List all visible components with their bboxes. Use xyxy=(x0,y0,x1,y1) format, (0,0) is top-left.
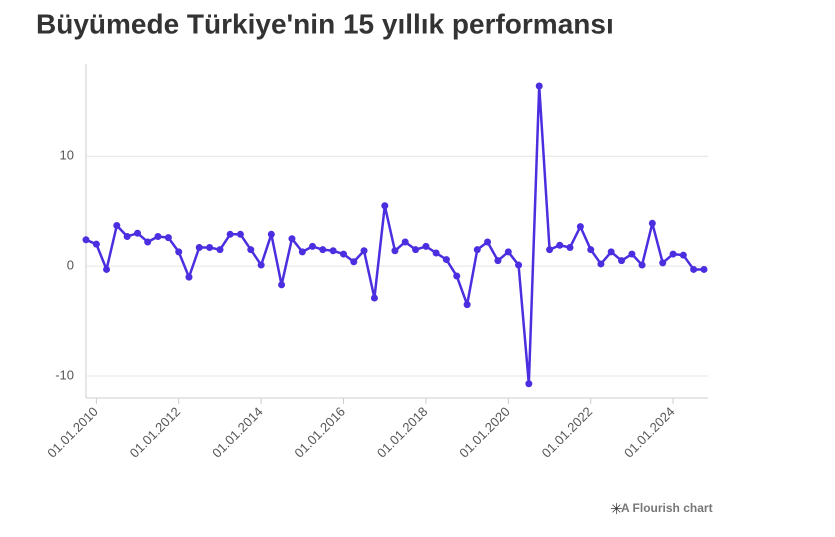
data-point xyxy=(82,236,90,244)
data-point xyxy=(381,202,389,210)
data-point xyxy=(350,258,358,266)
data-point xyxy=(236,230,244,238)
data-point xyxy=(463,301,471,309)
data-point xyxy=(690,265,698,273)
data-point xyxy=(164,234,172,242)
data-point xyxy=(607,248,615,256)
x-tick-label: 01.01.2020 xyxy=(456,404,513,461)
data-point xyxy=(546,246,554,254)
data-point xyxy=(669,250,677,258)
data-point xyxy=(298,248,306,256)
x-tick-label: 01.01.2024 xyxy=(621,404,678,461)
data-point xyxy=(175,248,183,256)
data-point xyxy=(134,229,142,237)
x-tick-label: 01.01.2012 xyxy=(127,404,184,461)
data-point xyxy=(412,246,420,254)
data-point xyxy=(453,272,461,280)
data-point xyxy=(494,257,502,265)
y-tick-label: 10 xyxy=(60,148,74,163)
data-point xyxy=(638,261,646,269)
x-tick-label: 01.01.2010 xyxy=(44,404,101,461)
data-point xyxy=(288,235,296,243)
data-point xyxy=(484,238,492,246)
data-point xyxy=(401,238,409,246)
data-point xyxy=(659,259,667,267)
x-tick-label: 01.01.2018 xyxy=(374,404,431,461)
data-point xyxy=(144,238,152,246)
data-point xyxy=(504,248,512,256)
data-point xyxy=(257,261,265,269)
data-point xyxy=(308,242,316,250)
data-point xyxy=(587,246,595,254)
data-point xyxy=(432,249,440,257)
data-point xyxy=(442,256,450,264)
data-point xyxy=(123,232,131,240)
data-point xyxy=(679,251,687,259)
data-point xyxy=(648,219,656,227)
data-point xyxy=(576,223,584,231)
data-point xyxy=(525,380,533,388)
y-tick-label: -10 xyxy=(55,367,74,382)
data-point xyxy=(154,232,162,240)
data-point xyxy=(535,82,543,90)
x-tick-label: 01.01.2016 xyxy=(291,404,348,461)
data-point xyxy=(206,243,214,251)
data-point xyxy=(566,243,574,251)
data-point xyxy=(391,247,399,255)
data-point xyxy=(92,240,100,248)
series-line xyxy=(85,84,704,385)
x-tick-label: 01.01.2014 xyxy=(209,404,266,461)
data-point xyxy=(103,265,111,273)
footer: A Flourish chart xyxy=(621,501,713,515)
data-point xyxy=(628,250,636,258)
data-point xyxy=(618,257,626,265)
data-point xyxy=(597,260,605,268)
data-point xyxy=(340,250,348,258)
y-tick-label: 0 xyxy=(67,258,74,273)
data-point xyxy=(360,247,368,255)
data-point xyxy=(195,243,203,251)
data-point xyxy=(700,265,708,273)
data-point xyxy=(319,246,327,254)
data-point xyxy=(422,242,430,250)
data-point xyxy=(329,247,337,255)
data-point xyxy=(556,241,564,249)
flourish-icon: ✳ xyxy=(610,501,623,518)
data-point xyxy=(278,281,286,289)
data-point xyxy=(247,246,255,254)
data-point xyxy=(216,246,224,254)
x-tick-label: 01.01.2022 xyxy=(539,404,596,461)
data-point xyxy=(267,230,275,238)
data-point xyxy=(113,222,121,230)
data-point xyxy=(370,294,378,302)
data-point xyxy=(226,230,234,238)
chart-title: Büyümede Türkiye'nin 15 yıllık performan… xyxy=(36,8,614,39)
data-point xyxy=(515,261,523,269)
data-point xyxy=(185,273,193,281)
data-point xyxy=(473,246,481,254)
